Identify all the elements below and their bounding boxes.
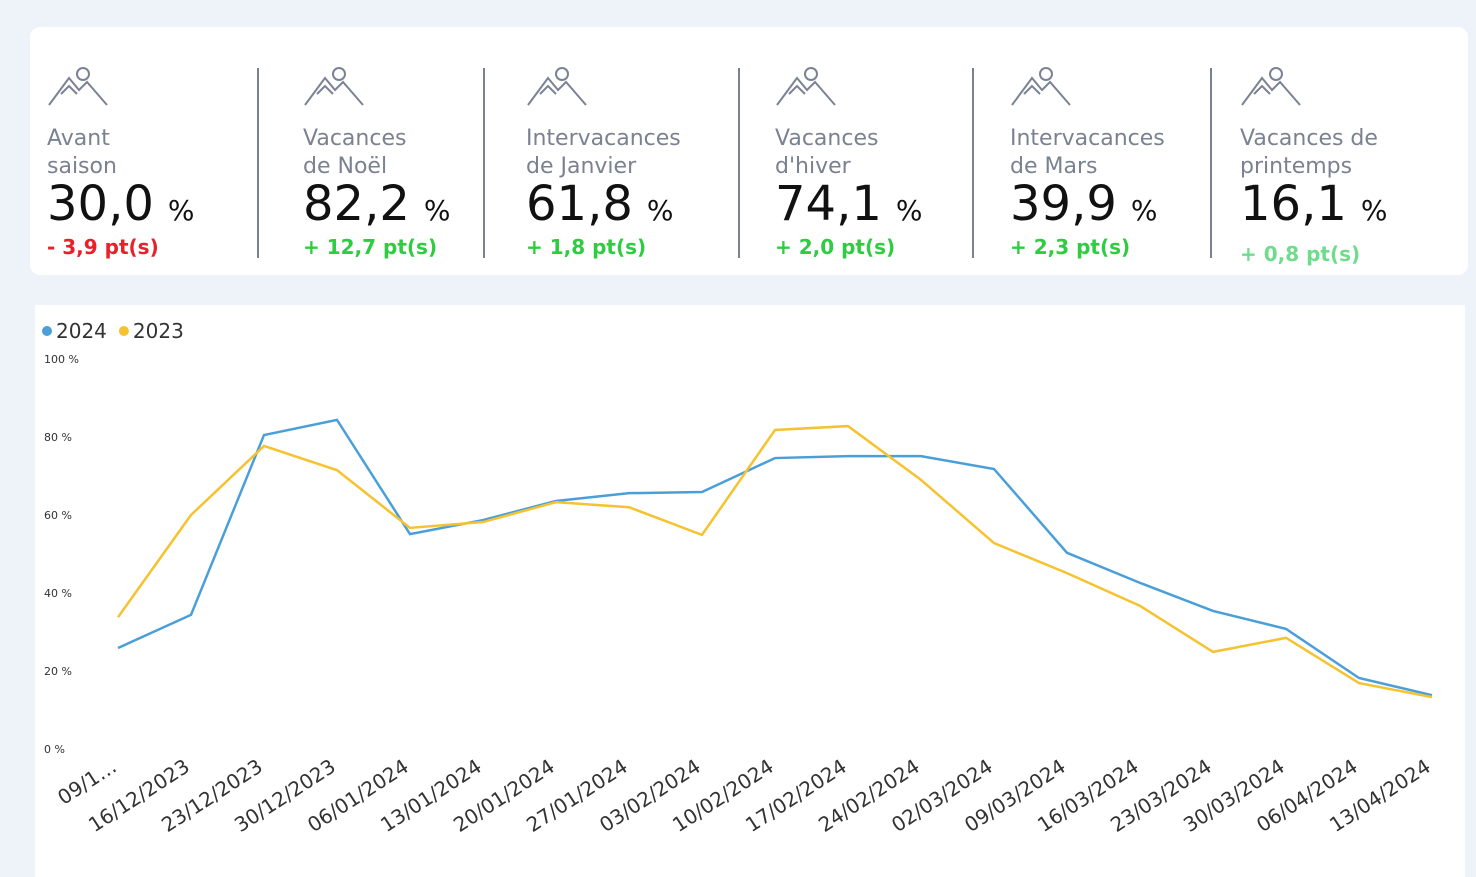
- kpi-delta: + 0,8 pt(s): [1240, 242, 1360, 266]
- kpi-value: 82,2: [303, 176, 410, 232]
- kpi-delta: + 2,0 pt(s): [775, 235, 895, 259]
- kpi-icon: [1011, 67, 1071, 106]
- icon-mountain: [48, 76, 108, 106]
- legend-label: 2024: [56, 319, 107, 343]
- series-line: [116, 424, 1433, 699]
- kpi-delta: + 2,3 pt(s): [1010, 235, 1130, 259]
- kpi-delta: - 3,9 pt(s): [47, 235, 159, 259]
- icon-sun: [555, 67, 569, 81]
- icon-sun: [804, 67, 818, 81]
- kpi-delta: + 12,7 pt(s): [303, 235, 437, 259]
- kpi-label: Vacances: [775, 126, 878, 151]
- kpi-label: de Noël: [303, 154, 387, 179]
- kpi-label: Intervacances: [1010, 126, 1165, 151]
- icon-mountain: [1241, 76, 1301, 106]
- kpi-value: 39,9: [1010, 176, 1117, 232]
- kpi-label: Intervacances: [526, 126, 681, 151]
- icon-mountain: [304, 76, 364, 106]
- icon-mountain: [1011, 76, 1071, 106]
- icon-mountain: [776, 76, 836, 106]
- y-tick-label: 0 %: [44, 743, 65, 756]
- legend-label: 2023: [133, 319, 184, 343]
- legend-marker: [42, 326, 52, 336]
- kpi-icon: [776, 67, 836, 106]
- kpi-unit: %: [1361, 194, 1388, 227]
- kpi-label: de Janvier: [526, 154, 637, 179]
- kpi-unit: %: [424, 194, 451, 227]
- y-tick-label: 80 %: [44, 431, 72, 444]
- kpi-value: 16,1: [1240, 176, 1347, 232]
- kpi-value: 74,1: [775, 176, 882, 232]
- series-line: [117, 418, 1433, 697]
- y-tick-label: 40 %: [44, 587, 72, 600]
- kpi-label: de Mars: [1010, 154, 1097, 179]
- kpi-unit: %: [1131, 194, 1158, 227]
- kpi-label: Vacances de: [1240, 126, 1378, 151]
- kpi-unit: %: [896, 194, 923, 227]
- kpi-delta: + 1,8 pt(s): [526, 235, 646, 259]
- kpi-label: printemps: [1240, 154, 1352, 179]
- kpi-label: Avant: [47, 126, 110, 151]
- kpi-value: 61,8: [526, 176, 633, 232]
- y-tick-label: 60 %: [44, 509, 72, 522]
- kpi-label: d'hiver: [775, 154, 852, 179]
- kpi-icon: [48, 67, 108, 106]
- icon-sun: [1039, 67, 1053, 81]
- icon-sun: [1269, 67, 1283, 81]
- chart-panel: [35, 305, 1465, 877]
- icon-sun: [76, 67, 90, 81]
- kpi-label: Vacances: [303, 126, 406, 151]
- kpi-unit: %: [168, 194, 195, 227]
- y-tick-label: 100 %: [44, 353, 79, 366]
- kpi-label: saison: [47, 154, 117, 179]
- kpi-icon: [1241, 67, 1301, 106]
- kpi-unit: %: [647, 194, 674, 227]
- legend-marker: [118, 326, 129, 336]
- kpi-panel: [30, 27, 1468, 275]
- kpi-icon: [304, 67, 364, 106]
- kpi-value: 30,0: [47, 176, 154, 232]
- icon-sun: [332, 67, 346, 81]
- kpi-icon: [527, 67, 587, 106]
- y-tick-label: 20 %: [44, 665, 72, 678]
- icon-mountain: [527, 76, 587, 106]
